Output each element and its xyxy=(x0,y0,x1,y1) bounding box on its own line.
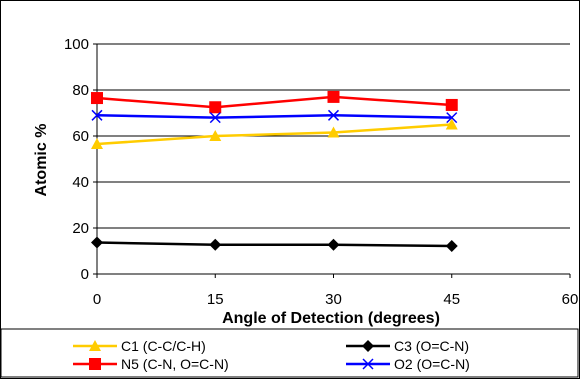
x-tick-label: 0 xyxy=(93,291,101,308)
data-point xyxy=(327,109,340,121)
legend-box xyxy=(0,328,579,378)
legend-item: N5 (C-N, O=C-N) xyxy=(73,356,229,372)
data-point xyxy=(446,112,458,124)
legend-label: C1 (C-C/C-H) xyxy=(121,338,206,354)
series-1 xyxy=(91,236,458,252)
data-point xyxy=(327,90,340,103)
tick-labels: 0 20 40 60 80 100 0 15 30 45 60 xyxy=(64,36,578,308)
x-marker-stroke xyxy=(209,112,221,124)
data-point xyxy=(91,109,103,121)
data-point xyxy=(327,126,340,138)
x-marker-stroke xyxy=(91,109,103,121)
legend-marker xyxy=(362,340,374,352)
legend-label: O2 (O=C-N) xyxy=(394,356,470,372)
data-point xyxy=(445,239,458,252)
legend-marker xyxy=(89,358,101,370)
series-2 xyxy=(91,90,458,114)
data-point xyxy=(209,112,221,124)
series-3 xyxy=(91,109,458,124)
series-line xyxy=(96,241,452,248)
series-line xyxy=(96,95,452,109)
series-0 xyxy=(91,118,458,150)
x-axis-label: Angle of Detection (degrees) xyxy=(222,310,440,327)
legend: C1 (C-C/C-H) C3 (O=C-N) N5 (C-N, O=C-N) O2 … xyxy=(0,328,579,378)
x-marker-stroke xyxy=(362,358,374,370)
x-marker-stroke xyxy=(327,109,340,121)
x-tick-label: 45 xyxy=(443,291,460,308)
x-marker-stroke xyxy=(446,112,458,124)
y-tick-label: 80 xyxy=(72,82,89,99)
y-tick-label: 20 xyxy=(72,220,89,237)
legend-label: C3 (O=C-N) xyxy=(394,338,469,354)
legend-label: N5 (C-N, O=C-N) xyxy=(121,356,229,372)
y-tick-label: 100 xyxy=(64,36,89,53)
data-point xyxy=(209,238,222,251)
data-point xyxy=(91,138,103,150)
data-point xyxy=(445,98,458,111)
legend-item: O2 (O=C-N) xyxy=(346,356,470,372)
data-point xyxy=(91,236,103,249)
series-group xyxy=(91,90,458,252)
data-point xyxy=(209,130,222,141)
axes xyxy=(93,43,571,278)
legend-marker xyxy=(362,358,374,370)
series-line xyxy=(96,123,452,146)
y-tick-label: 40 xyxy=(72,174,89,191)
x-tick-label: 60 xyxy=(562,291,579,308)
x-tick-label: 30 xyxy=(325,291,342,308)
data-point xyxy=(445,118,458,130)
y-tick-label: 0 xyxy=(81,266,89,283)
data-point xyxy=(91,92,103,105)
y-tick-label: 60 xyxy=(72,128,89,145)
x-tick-label: 15 xyxy=(207,291,224,308)
series-line xyxy=(96,114,452,119)
legend-item: C3 (O=C-N) xyxy=(346,338,469,354)
data-point xyxy=(209,101,222,114)
legend-marker xyxy=(89,340,101,351)
y-axis-label: Atomic % xyxy=(33,124,50,197)
legend-item: C1 (C-C/C-H) xyxy=(73,338,206,354)
data-point xyxy=(327,238,340,251)
